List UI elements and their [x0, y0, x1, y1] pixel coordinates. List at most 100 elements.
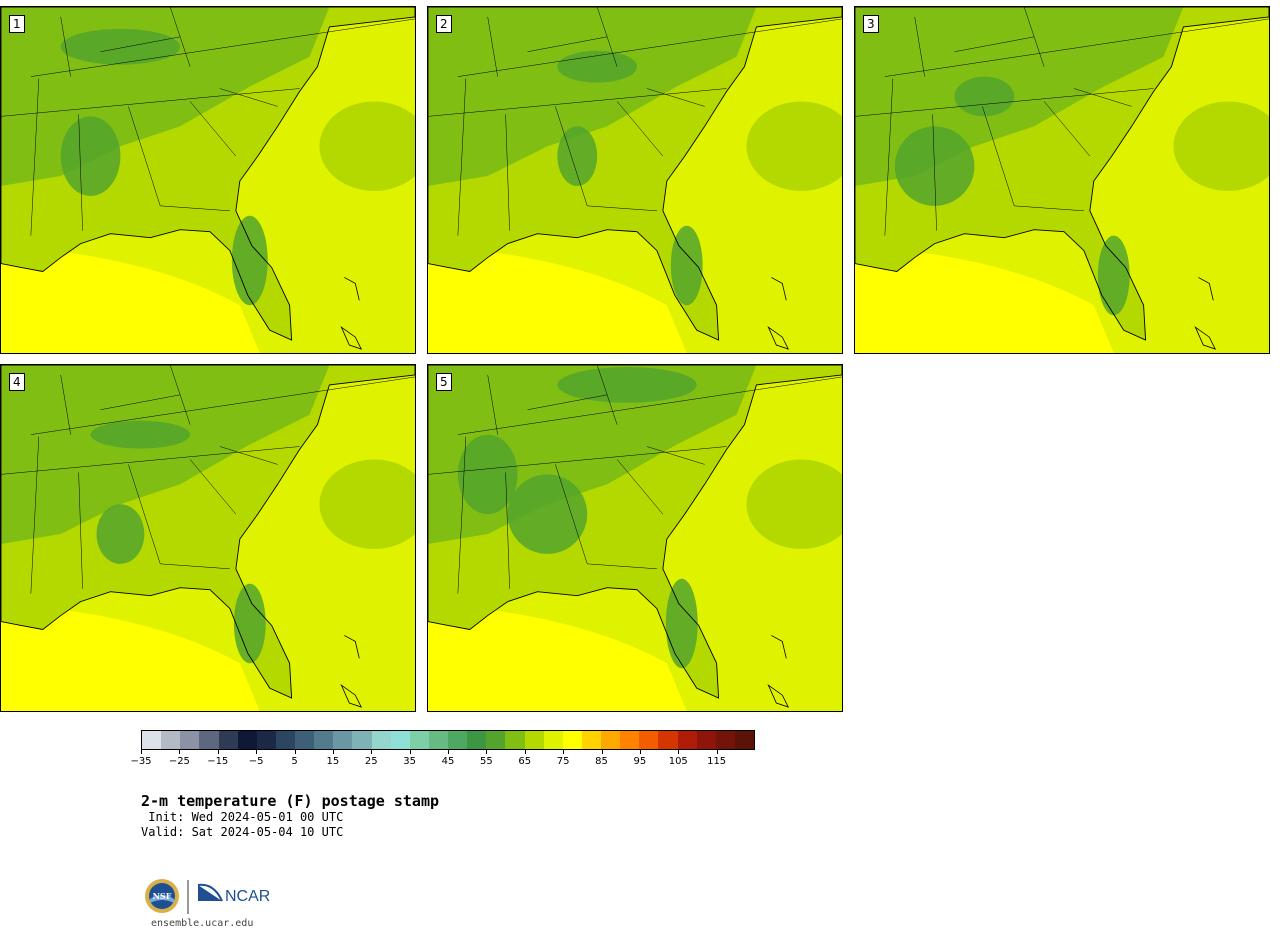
colorbar-swatch [448, 731, 468, 749]
ocean-cool-patch [319, 101, 415, 191]
colorbar-tick [601, 750, 603, 754]
colorbar-swatch [237, 731, 257, 749]
colorbar-swatch [486, 731, 506, 749]
state-border [487, 374, 498, 435]
colorbar-tick [409, 750, 411, 754]
island-outline [1194, 325, 1217, 350]
colorbar-ticks: −35 −25 −15 −5 5 15 25 35 45 55 65 75 85 95 105 115 [130, 750, 755, 772]
colorbar-tick-label: 5 [291, 756, 298, 767]
colorbar-tick [141, 750, 142, 754]
state-border [78, 472, 83, 589]
coastline [1, 365, 415, 699]
cool-patch [233, 583, 266, 664]
cool-patch [557, 126, 598, 186]
colorbar-swatch [562, 731, 582, 749]
state-border [169, 7, 191, 67]
colorbar-tick [217, 750, 219, 754]
coastline [428, 7, 842, 341]
valid-time: Valid: Sat 2024-05-04 10 UTC [141, 825, 344, 839]
colorbar-swatch [658, 731, 678, 749]
colorbar-tick [332, 750, 334, 754]
state-border [219, 88, 278, 107]
cool-patch [231, 215, 268, 306]
state-border [30, 78, 40, 236]
panel-label: 1 [9, 15, 25, 33]
colorbar-swatch [734, 731, 754, 749]
colorbar-swatch [505, 731, 525, 749]
island-outline [340, 325, 363, 350]
colorbar-tick [179, 750, 181, 754]
colorbar-tick [256, 750, 258, 754]
state-border [596, 365, 618, 425]
ocean-cool-patch [746, 459, 842, 549]
gulf-warm [428, 245, 687, 353]
colorbar-tick [716, 750, 718, 754]
colorbar-swatch [428, 731, 448, 749]
colorbar-swatch [467, 731, 487, 749]
state-border [30, 436, 40, 594]
colorbar-tick [448, 750, 449, 754]
state-border [587, 205, 657, 212]
island-outline [1198, 277, 1214, 301]
colorbar-tick-label: 35 [403, 756, 416, 767]
colorbar-tick [486, 750, 488, 754]
state-border [884, 18, 1269, 77]
state-border [982, 106, 1015, 206]
colorbar-tick-label: 45 [441, 756, 455, 767]
ocean-cool-patch [1173, 101, 1269, 191]
state-border [428, 88, 727, 117]
temperature-map [1, 7, 415, 353]
cool-patch [954, 76, 1015, 117]
state-border [1023, 7, 1045, 67]
gulf-warm [1, 245, 260, 353]
state-border [428, 446, 727, 475]
temperature-map [428, 7, 842, 353]
state-border [646, 446, 705, 465]
ncar-text: NCAR [225, 888, 270, 905]
state-border [505, 114, 510, 231]
state-border [160, 205, 230, 212]
cool-patch [60, 116, 121, 196]
cool-patch [457, 434, 518, 515]
colorbar-swatch [199, 731, 219, 749]
colorbar-tick-label: −25 [168, 756, 190, 767]
colorbar-swatch [639, 731, 659, 749]
state-border [60, 16, 71, 77]
state-border [1, 446, 300, 475]
state-border [169, 365, 191, 425]
colorbar-tick [678, 750, 680, 754]
temperature-map [428, 365, 842, 711]
state-border [1, 88, 300, 117]
state-border [30, 18, 415, 77]
state-border [616, 459, 664, 515]
state-border [527, 36, 608, 52]
state-border [505, 472, 510, 589]
colorbar-swatch [696, 731, 716, 749]
colorbar-tick-label: 15 [326, 756, 340, 767]
coastline [855, 7, 1269, 341]
colorbar-swatch [314, 731, 334, 749]
map-panel-5: 5 [427, 364, 843, 712]
colorbar-swatch [409, 731, 429, 749]
gulf-warm [1, 603, 260, 711]
island-outline [771, 635, 787, 659]
colorbar-tick-label: 85 [595, 756, 608, 767]
colorbar-tick-label: 105 [668, 756, 688, 767]
colorbar-tick-label: −15 [207, 756, 229, 767]
state-border [78, 114, 83, 231]
colorbar-tick [294, 750, 296, 754]
island-outline [344, 277, 360, 301]
colorbar-tick [371, 750, 373, 754]
state-border [527, 394, 608, 410]
cool-patch [557, 366, 697, 403]
colorbar-swatch [677, 731, 697, 749]
state-border [100, 394, 181, 410]
state-border [1073, 88, 1132, 107]
state-border [914, 16, 925, 77]
panel-label: 4 [9, 373, 25, 391]
panel-label: 5 [436, 373, 452, 391]
colorbar-tick [563, 750, 565, 754]
state-border [1014, 205, 1084, 212]
site-url: ensemble.ucar.edu [151, 918, 254, 929]
cool-patch [1097, 235, 1130, 316]
